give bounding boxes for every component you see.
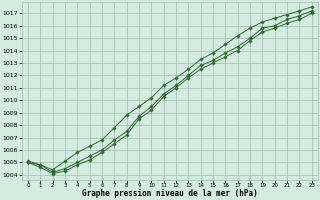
X-axis label: Graphe pression niveau de la mer (hPa): Graphe pression niveau de la mer (hPa) [82, 189, 258, 198]
